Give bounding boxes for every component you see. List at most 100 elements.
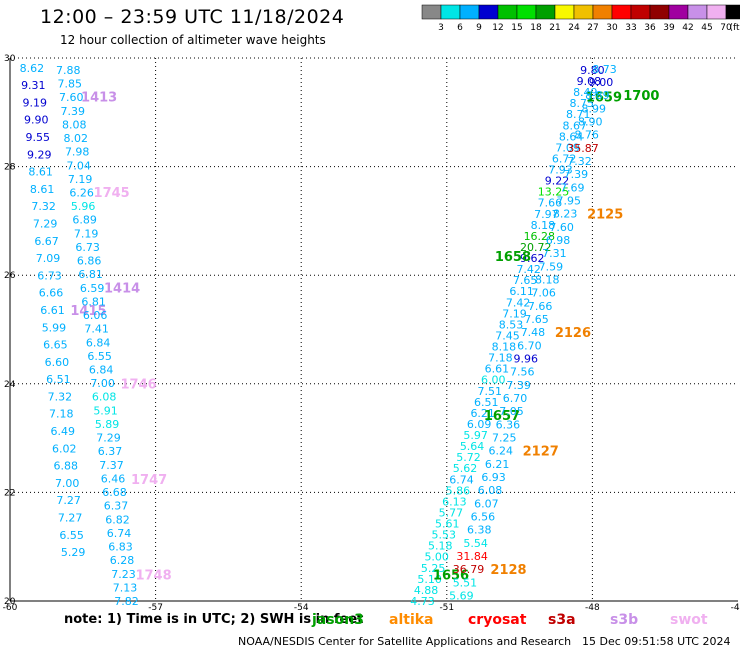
data-label: 7.59 <box>539 260 564 273</box>
data-label: 6.73 <box>75 241 100 254</box>
x-tick-label: -57 <box>148 603 163 613</box>
data-label: 36.79 <box>453 563 485 576</box>
colorbar-label: 27 <box>587 23 598 33</box>
data-label: 16.28 <box>524 230 556 243</box>
colorbar-swatch <box>649 4 670 20</box>
colorbar-swatch <box>535 4 556 20</box>
data-label: 5.72 <box>456 451 481 464</box>
colorbar-swatch <box>516 4 537 20</box>
data-label: 7.18 <box>488 352 513 365</box>
footer-credit: NOAA/NESDIS Center for Satellite Applica… <box>238 635 572 648</box>
data-label: 5.10 <box>417 573 442 586</box>
data-label: 5.61 <box>435 518 460 531</box>
colorbar-swatch <box>611 4 632 20</box>
x-tick-label: -48 <box>585 603 600 613</box>
chart-subtitle: 12 hour collection of altimeter wave hei… <box>60 33 326 47</box>
data-label: 5.99 <box>42 321 67 334</box>
data-label: 9.08 <box>577 75 602 88</box>
data-label: 7.25 <box>492 432 517 445</box>
data-label: 5.86 <box>446 484 471 497</box>
data-label: 6.70 <box>517 339 542 352</box>
pass-time-label: 1745 <box>94 186 130 201</box>
data-label: 8.18 <box>535 274 560 287</box>
data-label: 6.68 <box>102 486 127 499</box>
data-label: 6.81 <box>78 268 103 281</box>
data-label: 7.39 <box>564 168 589 181</box>
colorbar-swatch <box>440 4 461 20</box>
data-label: 7.06 <box>531 287 556 300</box>
colorbar-swatch <box>668 4 689 20</box>
data-label: 8.75 <box>570 97 595 110</box>
data-label: 6.74 <box>449 473 474 486</box>
data-label: 7.65 <box>524 313 549 326</box>
data-label: 6.73 <box>37 269 62 282</box>
data-label: 6.84 <box>86 336 111 349</box>
data-label: 9.62 <box>520 252 545 265</box>
pass-time-label: 1659 <box>586 90 622 105</box>
data-label: 6.06 <box>83 309 108 322</box>
data-label: 5.62 <box>453 462 478 475</box>
data-label: 6.67 <box>34 235 59 248</box>
x-tick-label: -60 <box>3 603 18 613</box>
data-label: 7.00 <box>90 377 115 390</box>
data-label: 9.90 <box>24 114 49 127</box>
data-label: 6.60 <box>45 356 70 369</box>
data-label: 6.24 <box>488 445 513 458</box>
colorbar-swatch <box>706 4 727 20</box>
data-label: 9.96 <box>514 353 539 366</box>
data-label: 7.19 <box>68 173 93 186</box>
data-label: 5.91 <box>93 404 118 417</box>
data-label: 6.02 <box>52 442 77 455</box>
data-label: 7.19 <box>74 227 99 240</box>
pass-time-label: 1746 <box>121 377 157 392</box>
data-label: 7.97 <box>534 208 559 221</box>
data-label: 7.05 <box>499 405 524 418</box>
data-label: 9.00 <box>589 76 614 89</box>
data-label: 8.89 <box>585 89 610 102</box>
data-label: 5.54 <box>463 537 488 550</box>
data-label: 6.65 <box>43 339 68 352</box>
data-label: 6.56 <box>471 511 496 524</box>
data-label: 7.66 <box>528 300 553 313</box>
footer-timestamp: 15 Dec 09:51:58 UTC 2024 <box>582 635 731 648</box>
satellite-legend-jason3: jason3 <box>312 612 364 628</box>
data-label: 6.61 <box>40 304 65 317</box>
satellite-legend-s3b: s3b <box>610 612 639 628</box>
data-label: 6.98 <box>546 234 571 247</box>
data-label: 6.72 <box>552 152 577 165</box>
colorbar-label: 24 <box>568 23 580 33</box>
data-label: 6.37 <box>104 500 129 513</box>
data-label: 4.73 <box>410 595 435 608</box>
data-label: 5.51 <box>453 576 478 589</box>
colorbar-swatch <box>630 4 651 20</box>
colorbar-swatch <box>421 4 442 20</box>
colorbar-label: 21 <box>549 23 560 33</box>
data-label: 8.99 <box>582 102 607 115</box>
data-label: 6.21 <box>485 458 510 471</box>
data-label: 6.51 <box>46 373 71 386</box>
data-label: 6.82 <box>105 513 130 526</box>
data-label: 6.93 <box>481 471 506 484</box>
colorbar-label: 36 <box>644 23 656 33</box>
y-tick-label: 20 <box>4 597 16 607</box>
colorbar-unit: (ft) <box>729 23 740 33</box>
data-label: 8.90 <box>578 116 603 129</box>
colorbar-swatch <box>725 4 740 20</box>
data-label: 7.41 <box>84 323 109 336</box>
pass-time-label: 1413 <box>81 90 117 105</box>
data-label: 7.65 <box>513 274 538 287</box>
data-label: 6.13 <box>442 495 467 508</box>
data-label: 20.72 <box>520 241 552 254</box>
data-label: 9.29 <box>27 148 52 161</box>
data-label: 7.39 <box>60 105 85 118</box>
data-label: 7.04 <box>66 159 91 172</box>
data-label: 7.27 <box>58 512 83 525</box>
data-label: 6.74 <box>107 527 132 540</box>
x-tick-label: -54 <box>294 603 309 613</box>
data-label: 6.84 <box>89 364 114 377</box>
data-label: 5.53 <box>432 529 457 542</box>
data-label: 8.18 <box>531 219 556 232</box>
colorbar-label: 45 <box>701 23 712 33</box>
data-label: 7.32 <box>48 390 73 403</box>
